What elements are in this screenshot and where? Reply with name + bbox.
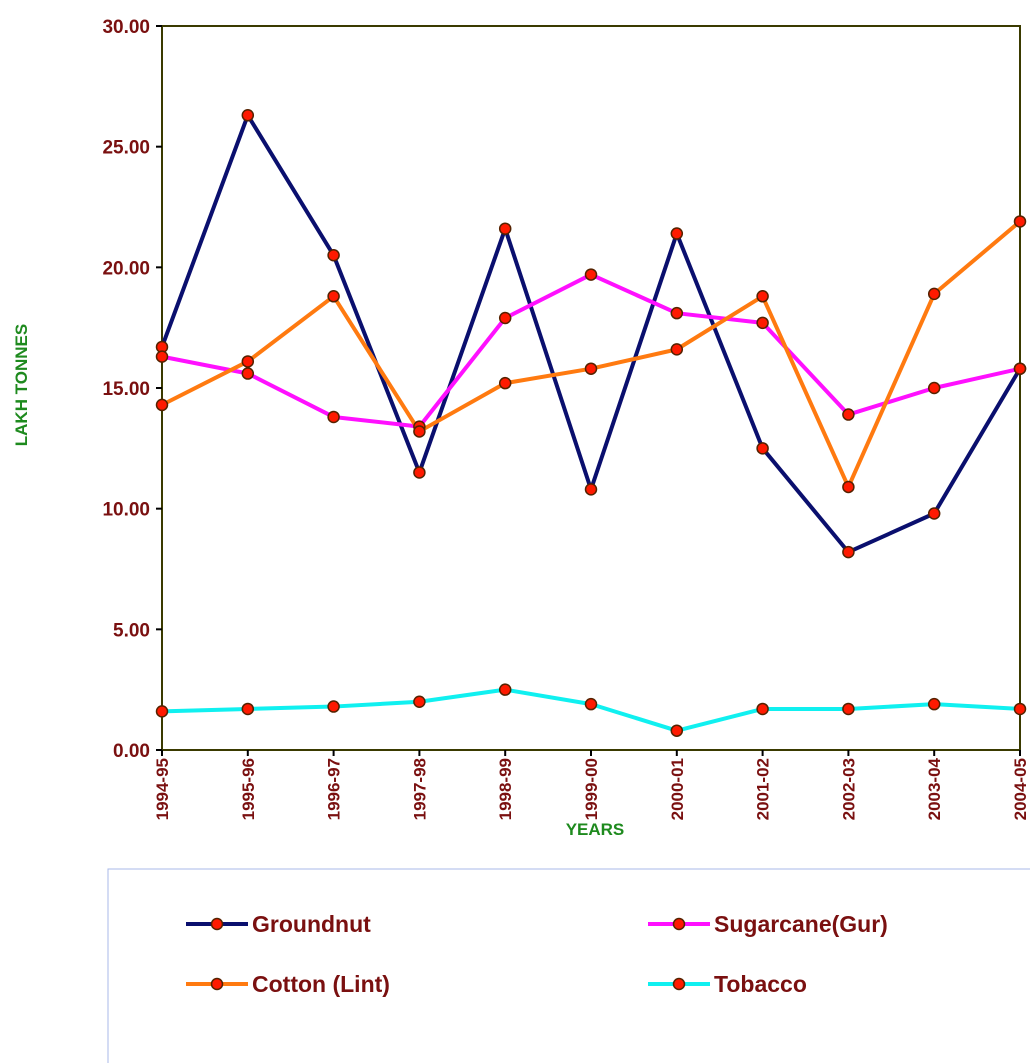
- x-tick-label: 1998-99: [496, 758, 515, 820]
- y-axis-title: LAKH TONNES: [12, 324, 31, 446]
- legend-marker: [672, 977, 686, 991]
- data-point: [155, 705, 169, 718]
- data-point: [584, 268, 598, 281]
- y-tick-label: 25.00: [102, 138, 150, 159]
- x-tick-label: 1996-97: [325, 758, 344, 820]
- data-point: [241, 355, 255, 368]
- data-point: [842, 545, 855, 559]
- x-tick-label: 2004-05: [1011, 758, 1030, 820]
- data-point: [155, 350, 169, 363]
- data-point: [842, 480, 855, 494]
- data-point: [413, 695, 426, 708]
- data-point: [756, 290, 769, 303]
- data-point: [842, 408, 855, 421]
- data-point: [584, 362, 598, 375]
- y-tick-label: 30.00: [102, 17, 150, 38]
- data-point: [327, 290, 340, 303]
- data-point: [498, 683, 512, 696]
- data-point: [241, 109, 255, 122]
- legend-box: [107, 868, 1030, 1063]
- x-tick-label: 1994-95: [153, 758, 172, 820]
- data-point: [842, 702, 855, 716]
- data-point: [927, 381, 941, 395]
- data-point: [413, 466, 426, 479]
- data-point: [1013, 362, 1027, 375]
- y-axis-title-group: LAKH TONNES: [12, 324, 31, 446]
- data-point: [241, 702, 255, 716]
- legend-label: Cotton (Lint): [252, 971, 390, 997]
- data-point: [927, 287, 941, 301]
- x-tick-label: 1999-00: [582, 758, 601, 820]
- legend-marker: [672, 917, 686, 931]
- series-line-sugarcane-gur-: [161, 272, 1021, 429]
- y-tick-label: 15.00: [102, 379, 150, 400]
- data-point: [756, 702, 769, 716]
- y-tick-label: 5.00: [113, 620, 150, 641]
- data-point: [584, 697, 598, 711]
- x-tick-label: 2000-01: [668, 758, 687, 820]
- data-point: [927, 507, 941, 520]
- data-point: [927, 697, 941, 711]
- plot-area: 0.00 5.00 10.00 15.00 20.00 25.00 30.00 1994-95…: [102, 17, 1030, 820]
- data-point: [413, 425, 426, 438]
- legend-marker: [210, 977, 224, 991]
- x-axis-title: YEARS: [566, 820, 625, 839]
- legend-label: Tobacco: [714, 971, 807, 997]
- series-line-cotton-lint-: [161, 219, 1022, 489]
- data-point: [670, 227, 684, 240]
- data-point: [327, 410, 340, 424]
- data-point: [756, 316, 769, 330]
- x-tick-label: 2003-04: [925, 757, 944, 820]
- data-point: [498, 311, 512, 325]
- legend-label: Sugarcane(Gur): [714, 911, 888, 937]
- data-point: [670, 306, 684, 320]
- legend-label: Groundnut: [252, 911, 371, 937]
- data-point: [327, 249, 340, 262]
- data-point: [670, 724, 684, 737]
- data-point: [498, 376, 512, 390]
- x-tick-label: 1997-98: [410, 758, 429, 820]
- legend-marker: [210, 917, 224, 931]
- data-point: [327, 700, 340, 713]
- data-point: [584, 483, 598, 496]
- data-point: [756, 442, 769, 455]
- y-tick-label: 20.00: [102, 258, 150, 279]
- y-tick-label: 10.00: [102, 500, 150, 521]
- x-tick-label: 2002-03: [839, 758, 858, 820]
- y-tick-label: 0.00: [113, 741, 150, 762]
- data-point: [155, 398, 169, 412]
- data-point: [498, 222, 512, 235]
- data-point: [1013, 215, 1027, 228]
- data-point: [1013, 702, 1027, 716]
- x-tick-label: 1995-96: [239, 758, 258, 820]
- legend: Groundnut Sugarcane(Gur) Cotton (Lint) Toba…: [107, 868, 1030, 1063]
- data-point: [241, 367, 255, 380]
- x-tick-label: 2001-02: [754, 758, 773, 820]
- data-point: [670, 343, 684, 356]
